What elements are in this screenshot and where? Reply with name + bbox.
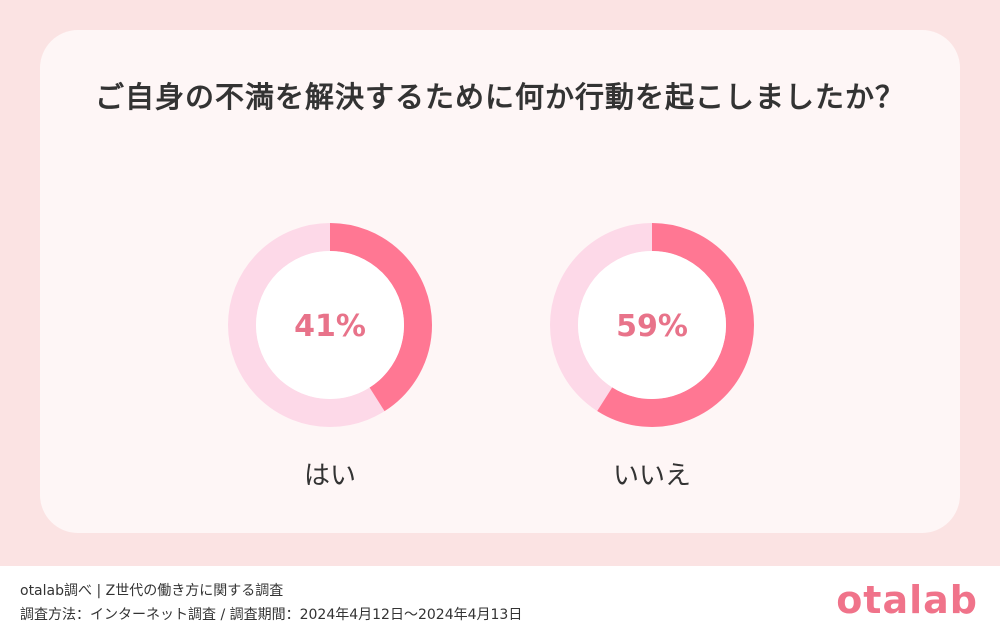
donut-iie: 59% xyxy=(550,223,754,427)
survey-method: 調査方法：インターネット調査 / 調査期間：2024年4月12日〜2024年4月… xyxy=(20,607,523,623)
footer: otalab調べ | Z世代の働き方に関する調査 調査方法：インターネット調査 … xyxy=(0,566,1000,635)
otalab-logo: otalab xyxy=(836,578,978,622)
donut-slice xyxy=(228,223,432,427)
donut-hai: 41% xyxy=(228,223,432,427)
donut-value-label: 59% xyxy=(616,309,688,344)
label-iie: いいえ xyxy=(612,461,691,491)
source-credit: otalab調べ | Z世代の働き方に関する調査 xyxy=(20,583,284,599)
chart-title: ご自身の不満を解決するために何か行動を起こしましたか？ xyxy=(94,80,905,114)
chart-card xyxy=(40,30,960,533)
donut-value-label: 41% xyxy=(294,309,366,344)
label-hai: はい xyxy=(303,461,356,491)
donut-slice xyxy=(550,223,754,427)
donut-center xyxy=(578,251,726,399)
donut-center xyxy=(256,251,404,399)
